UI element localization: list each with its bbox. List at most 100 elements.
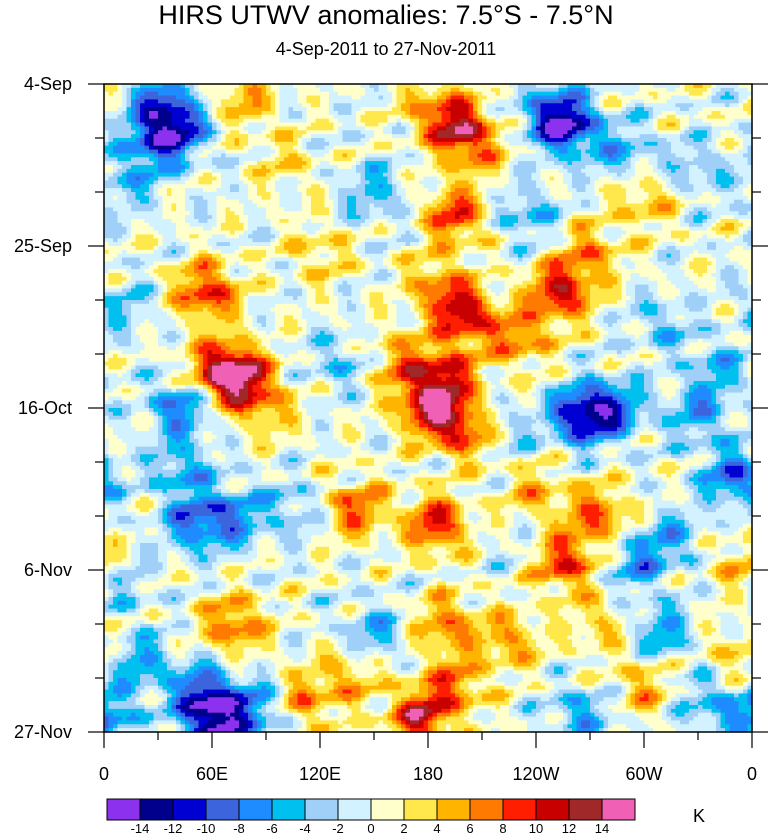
field-cell: [207, 99, 213, 104]
field-cell: [513, 161, 519, 166]
field-cell: [198, 91, 204, 97]
field-cell: [419, 126, 425, 131]
field-cell: [239, 192, 245, 197]
field-cell: [635, 176, 641, 182]
field-cell: [500, 95, 506, 101]
field-cell: [405, 153, 411, 158]
field-cell: [383, 145, 389, 151]
field-cell: [342, 184, 348, 189]
field-cell: [450, 114, 456, 120]
field-cell: [743, 180, 749, 185]
field-cell: [153, 172, 159, 178]
field-cell: [351, 99, 357, 104]
field-cell: [504, 215, 510, 220]
field-cell: [729, 153, 735, 158]
field-cell: [657, 84, 663, 89]
field-cell: [531, 122, 537, 128]
field-cell: [648, 134, 654, 139]
field-cell: [581, 99, 587, 104]
field-cell: [653, 161, 659, 166]
field-cell: [572, 203, 578, 209]
field-cell: [603, 149, 609, 155]
field-cell: [189, 168, 195, 174]
field-cell: [261, 95, 267, 101]
field-cell: [288, 207, 294, 212]
field-cell: [423, 149, 429, 155]
field-cell: [257, 195, 263, 201]
field-cell: [473, 215, 479, 220]
field-cell: [171, 126, 177, 131]
field-cell: [477, 184, 483, 189]
field-cell: [747, 145, 753, 151]
field-cell: [540, 122, 546, 128]
field-cell: [684, 122, 690, 128]
field-cell: [252, 91, 258, 97]
field-cell: [266, 215, 272, 220]
field-cell: [351, 84, 357, 89]
field-cell: [216, 138, 222, 143]
field-cell: [153, 207, 159, 212]
field-cell: [648, 184, 654, 189]
field-cell: [414, 134, 420, 139]
field-cell: [302, 149, 308, 155]
field-cell: [239, 145, 245, 151]
field-cell: [221, 107, 227, 112]
field-cell: [549, 111, 555, 116]
field-cell: [365, 111, 371, 116]
field-cell: [270, 118, 276, 124]
field-cell: [455, 195, 461, 201]
field-cell: [248, 118, 254, 124]
field-cell: [356, 138, 362, 143]
field-cell: [707, 91, 713, 97]
field-cell: [464, 138, 470, 143]
field-cell: [261, 130, 267, 135]
field-cell: [716, 130, 722, 135]
field-cell: [342, 126, 348, 131]
field-cell: [104, 145, 110, 151]
field-cell: [504, 118, 510, 124]
field-cell: [576, 211, 582, 216]
field-cell: [720, 180, 726, 185]
field-cell: [576, 176, 582, 182]
field-cell: [176, 118, 182, 124]
field-cell: [671, 114, 677, 120]
field-cell: [194, 111, 200, 116]
field-cell: [167, 130, 173, 135]
field-cell: [554, 192, 560, 197]
field-cell: [405, 103, 411, 108]
field-cell: [531, 180, 537, 185]
field-cell: [293, 165, 299, 170]
field-cell: [590, 149, 596, 155]
field-cell: [635, 180, 641, 185]
field-cell: [518, 91, 524, 97]
field-cell: [288, 168, 294, 174]
field-cell: [536, 161, 542, 166]
field-cell: [707, 211, 713, 216]
field-cell: [252, 188, 258, 193]
field-cell: [279, 107, 285, 112]
field-cell: [185, 168, 191, 174]
field-cell: [189, 161, 195, 166]
field-cell: [459, 134, 465, 139]
field-cell: [333, 165, 339, 170]
field-cell: [639, 134, 645, 139]
field-cell: [176, 111, 182, 116]
field-cell: [675, 84, 681, 89]
field-cell: [117, 211, 123, 216]
field-cell: [279, 130, 285, 135]
field-cell: [522, 192, 528, 197]
field-cell: [126, 207, 132, 212]
field-cell: [158, 141, 164, 147]
field-cell: [387, 111, 393, 116]
field-cell: [387, 161, 393, 166]
field-cell: [635, 114, 641, 120]
field-cell: [126, 99, 132, 104]
field-cell: [311, 126, 317, 131]
field-cell: [113, 122, 119, 128]
field-cell: [351, 118, 357, 124]
field-cell: [414, 203, 420, 209]
field-cell: [626, 165, 632, 170]
field-cell: [684, 91, 690, 97]
field-cell: [486, 111, 492, 116]
field-cell: [270, 87, 276, 93]
